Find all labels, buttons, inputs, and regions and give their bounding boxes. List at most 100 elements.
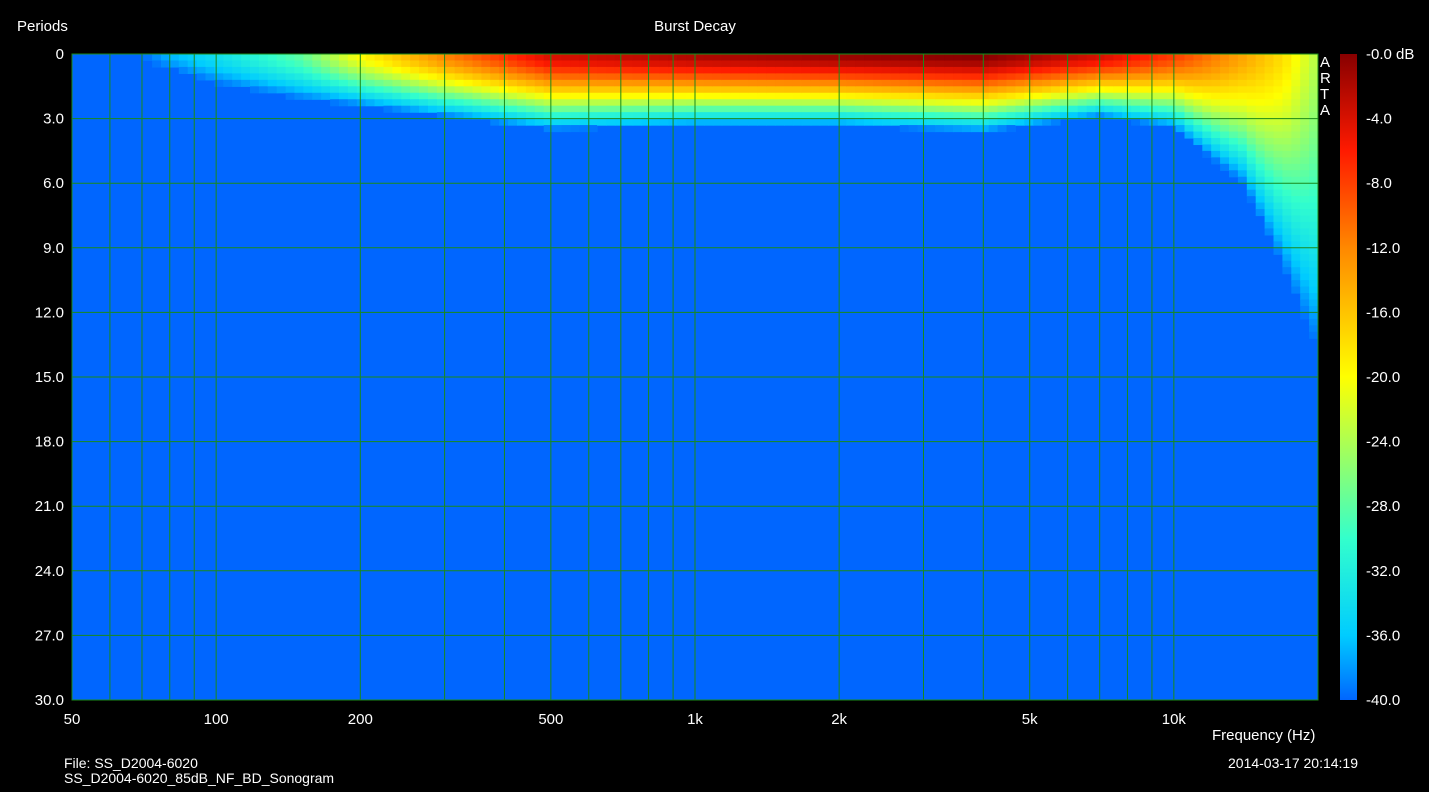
heatmap-cell [899,105,910,113]
heatmap-cell [1273,118,1283,126]
heatmap-cell [881,86,892,94]
heatmap-cell [1086,99,1097,107]
heatmap-cell [1273,196,1283,204]
heatmap-cell [508,73,518,81]
heatmap-cell [1291,112,1301,120]
heatmap-cell [392,105,402,113]
heatmap-cell [1273,86,1283,94]
heatmap-cell [792,66,803,74]
heatmap-cell [1300,176,1310,184]
heatmap-cell [962,66,972,74]
heatmap-cell [1211,60,1221,68]
heatmap-cell [703,112,714,120]
heatmap-cell [881,105,892,113]
heatmap-cell [890,79,901,87]
heatmap-cell [819,118,830,126]
heatmap-cell [810,112,821,120]
heatmap-cell [1104,92,1114,100]
heatmap-cell [1291,99,1301,107]
heatmap-cell [1291,125,1301,133]
heatmap-cell [677,99,687,107]
heatmap-cell [1273,66,1283,74]
heatmap-cell [926,99,936,107]
heatmap-cell [792,105,803,113]
heatmap-cell [606,60,616,68]
heatmap-cell [686,73,696,81]
heatmap-cell [374,54,385,62]
heatmap-cell [1175,60,1186,68]
heatmap-cell [810,66,821,74]
colorbar-label: -24.0 [1366,434,1400,451]
heatmap-cell [864,112,874,120]
heatmap-cell [979,105,990,113]
heatmap-cell [1175,118,1186,126]
heatmap-cell [677,105,687,113]
heatmap-cell [632,118,643,126]
heatmap-cell [1095,99,1105,107]
heatmap-cell [1291,60,1301,68]
heatmap-cell [632,86,643,94]
heatmap-cell [579,125,589,133]
heatmap-cell [356,92,367,100]
x-axis-label: Frequency (Hz) [1212,727,1316,744]
heatmap-cell [739,79,749,87]
heatmap-cell [1184,99,1194,107]
heatmap-cell [801,79,812,87]
heatmap-cell [801,92,812,100]
heatmap-cell [855,118,865,126]
heatmap-cell [1237,92,1248,100]
heatmap-cell [1264,196,1275,204]
heatmap-cell [864,92,874,100]
heatmap-cell [1300,144,1310,152]
heatmap-cell [543,105,554,113]
heatmap-cell [436,105,447,113]
heatmap-cell [1193,131,1203,139]
heatmap-cell [1157,79,1168,87]
heatmap-cell [517,86,527,94]
heatmap-cell [543,66,554,74]
heatmap-cell [695,73,705,81]
heatmap-cell [1300,286,1310,294]
heatmap-cell [935,99,945,107]
heatmap-cell [490,105,500,113]
heatmap-cell [864,54,874,62]
heatmap-cell [890,86,901,94]
heatmap-cell [926,118,936,126]
heatmap-cell [1300,183,1310,191]
heatmap-cell [926,54,936,62]
heatmap-cell [792,79,803,87]
heatmap-cell [1086,60,1097,68]
heatmap-cell [1291,196,1301,204]
heatmap-cell [1077,86,1088,94]
heatmap-cell [508,118,518,126]
heatmap-cell [525,105,536,113]
heatmap-cell [232,60,242,68]
heatmap-cell [748,105,758,113]
heatmap-cell [641,73,652,81]
heatmap-cell [828,92,838,100]
heatmap-cell [864,66,874,74]
heatmap-cell [1300,293,1310,301]
heatmap-cell [570,86,580,94]
heatmap-cell [1264,170,1275,178]
heatmap-cell [543,92,554,100]
heatmap-cell [810,54,821,62]
heatmap-cell [1264,228,1275,236]
heatmap-cell [597,92,607,100]
heatmap-cell [721,105,732,113]
heatmap-cell [881,99,892,107]
heatmap-cell [1006,66,1016,74]
heatmap-cell [1202,73,1212,81]
heatmap-cell [784,99,794,107]
heatmap-cell [401,105,411,113]
heatmap-cell [436,73,447,81]
heatmap-cell [606,54,616,62]
heatmap-cell [588,112,598,120]
heatmap-cell [454,105,465,113]
heatmap-cell [1202,150,1212,158]
heatmap-cell [321,92,331,100]
heatmap-cell [614,86,625,94]
heatmap-cell [1282,99,1292,107]
heatmap-cell [1309,137,1318,146]
heatmap-cell [775,60,785,68]
